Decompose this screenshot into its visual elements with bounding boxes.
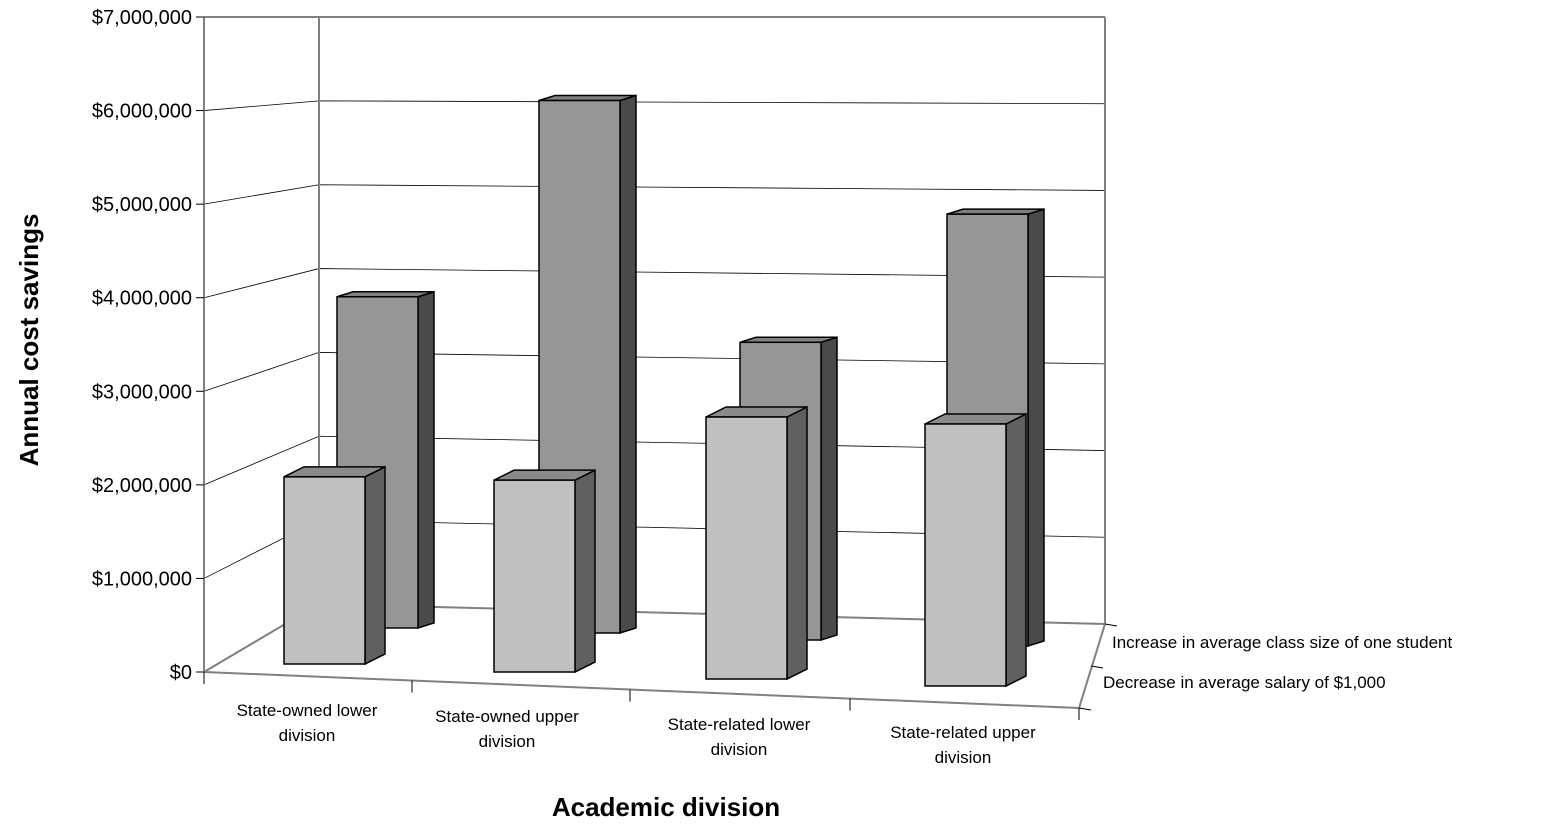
y-tick-label: $2,000,000	[92, 475, 192, 497]
category-label: division	[711, 740, 768, 759]
bar	[924, 412, 1027, 688]
x-axis-line	[203, 671, 1080, 709]
bar-face	[924, 423, 1007, 687]
bar-side	[1005, 412, 1027, 688]
bar-side	[619, 94, 637, 635]
y-axis-ticks: $0 $1,000,000 $2,000,000 $3,000,000 $4,000,0…	[92, 7, 1118, 720]
bar-side	[364, 465, 386, 666]
y-tick-label: $1,000,000	[92, 568, 192, 590]
y-tick-label: $4,000,000	[92, 288, 192, 310]
bar-top	[946, 208, 1045, 215]
depth-tick-mark	[1090, 665, 1104, 669]
depth-tick-mark	[1104, 623, 1118, 627]
category-labels: State-owned lower division State-owned upp…	[237, 701, 1037, 767]
series-label-front: Decrease in average salary of $1,000	[1103, 673, 1386, 692]
bar-face	[705, 416, 788, 680]
category-label: division	[279, 726, 336, 745]
series-label-back: Increase in average class size of one st…	[1112, 633, 1452, 652]
depth-tick-mark	[1078, 707, 1092, 711]
bar	[283, 465, 386, 666]
bar-side	[786, 405, 808, 681]
x-axis-title: Academic division	[552, 792, 780, 822]
front-series-bars	[283, 405, 1027, 688]
category-label: State-owned upper	[435, 707, 579, 726]
y-tick-label: $5,000,000	[92, 194, 192, 216]
bar-side	[417, 290, 435, 630]
y-tick-label: $3,000,000	[92, 381, 192, 403]
depth-series-labels: Increase in average class size of one st…	[1103, 633, 1452, 692]
bar-face	[283, 476, 366, 665]
bar-side	[820, 336, 838, 642]
y-axis-title: Annual cost savings	[14, 214, 44, 467]
bar-side	[574, 468, 596, 674]
category-label: State-related lower	[668, 715, 811, 734]
bar	[493, 468, 596, 674]
category-label: division	[479, 732, 536, 751]
bar-side	[1027, 208, 1045, 648]
category-label: division	[935, 748, 992, 767]
gridline	[203, 100, 1106, 111]
bar	[705, 405, 808, 681]
y-tick-label: $6,000,000	[92, 101, 192, 123]
category-label: State-owned lower	[237, 701, 378, 720]
gridline	[203, 184, 1106, 205]
bar-face	[493, 479, 576, 673]
category-label: State-related upper	[890, 723, 1036, 742]
y-tick-label: $0	[170, 662, 192, 684]
y-tick-label: $7,000,000	[92, 7, 192, 29]
